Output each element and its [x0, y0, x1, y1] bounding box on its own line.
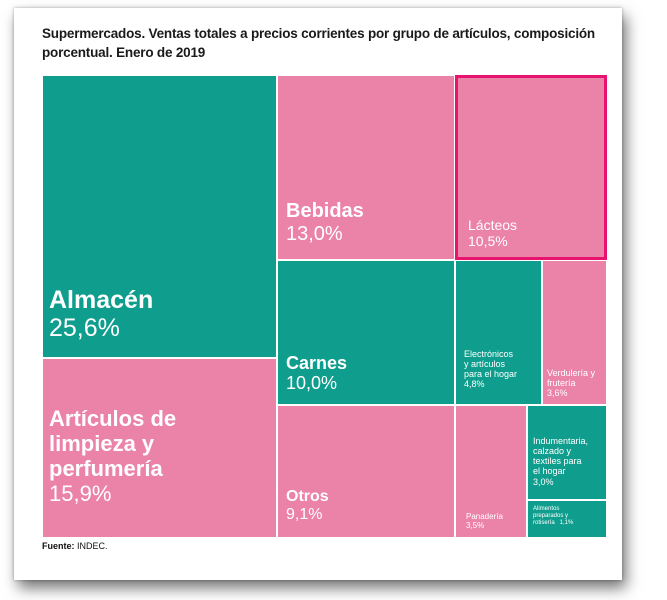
cell-value: 3,0% [533, 476, 554, 487]
cell-value: 15,9% [49, 480, 112, 506]
cell-name: Otros [286, 488, 329, 505]
cell-name: Electrónicos y artículos para el hogar [464, 349, 518, 380]
cell-name: Lácteos [468, 217, 518, 233]
cell-label: Otros 9,1% [286, 488, 454, 524]
cell-value: 10,0% [286, 373, 338, 394]
treemap-cell-almacen: Almacén 25,6% [42, 75, 277, 358]
cell-label: Lácteos 10,5% [468, 217, 606, 250]
cell-name: Almacén [49, 286, 154, 314]
cell-value: 9,1% [286, 506, 323, 524]
source-label: Fuente: [42, 541, 75, 551]
cell-name: Verdulería y frutería [547, 368, 596, 389]
treemap-cell-lacteos: Lácteos 10,5% [455, 75, 607, 260]
treemap-cell-articulos-de-limpieza-y-perfumeria: Artículos de limpieza y perfumería 15,9% [42, 358, 277, 538]
cell-label: Carnes 10,0% [286, 353, 454, 394]
treemap-cell-electronicos-y-articulos-para-el-hogar: Electrónicos y artículos para el hogar 4,8% [455, 260, 542, 405]
cell-name: Bebidas [286, 200, 364, 222]
cell-name: Indumentaria, calzado y textiles para el ho… [533, 436, 589, 477]
treemap-cell-otros: Otros 9,1% [277, 405, 455, 538]
cell-name: Artículos de limpieza y perfumería [49, 406, 177, 481]
cell-label: Verdulería y frutería 3,6% [547, 368, 606, 398]
treemap-cell-alimentos-preparados-y-rotiseria: Alimentos preparados y rotisería 1,1% [527, 500, 607, 538]
cell-label: Almacén 25,6% [49, 286, 276, 343]
cell-name: Panadería [466, 512, 503, 521]
cell-value: 3,6% [547, 388, 568, 399]
cell-value: 10,5% [468, 232, 508, 249]
cell-label: Electrónicos y artículos para el hogar 4,8% [464, 349, 541, 390]
chart-source: Fuente: INDEC. [42, 541, 108, 551]
treemap-cell-panaderia: Panadería 3,5% [455, 405, 527, 538]
cell-value: 3,5% [466, 521, 485, 531]
cell-label: Alimentos preparados y rotisería 1,1% [533, 506, 606, 526]
source-text: INDEC. [77, 541, 108, 551]
treemap-cell-indumentaria-calzado-y-textiles-para-el-hogar: Indumentaria, calzado y textiles para el ho… [527, 405, 607, 500]
chart-title: Supermercados. Ventas totales a precios … [42, 26, 595, 60]
treemap-cell-verduleria-y-fruteria: Verdulería y frutería 3,6% [542, 260, 607, 405]
cell-label: Panadería 3,5% [466, 512, 526, 530]
treemap-cell-bebidas: Bebidas 13,0% [277, 75, 455, 260]
cell-value: 4,8% [464, 379, 485, 390]
cell-value: 25,6% [49, 314, 120, 343]
cell-label: Indumentaria, calzado y textiles para el ho… [533, 436, 606, 487]
cell-label: Bebidas 13,0% [286, 200, 454, 245]
treemap-cell-carnes: Carnes 10,0% [277, 260, 455, 405]
cell-label: Artículos de limpieza y perfumería 15,9% [49, 406, 276, 506]
cell-name: Alimentos preparados y rotisería 1,1% [533, 506, 574, 526]
cell-value: 13,0% [286, 222, 343, 245]
cell-name: Carnes [286, 353, 348, 373]
